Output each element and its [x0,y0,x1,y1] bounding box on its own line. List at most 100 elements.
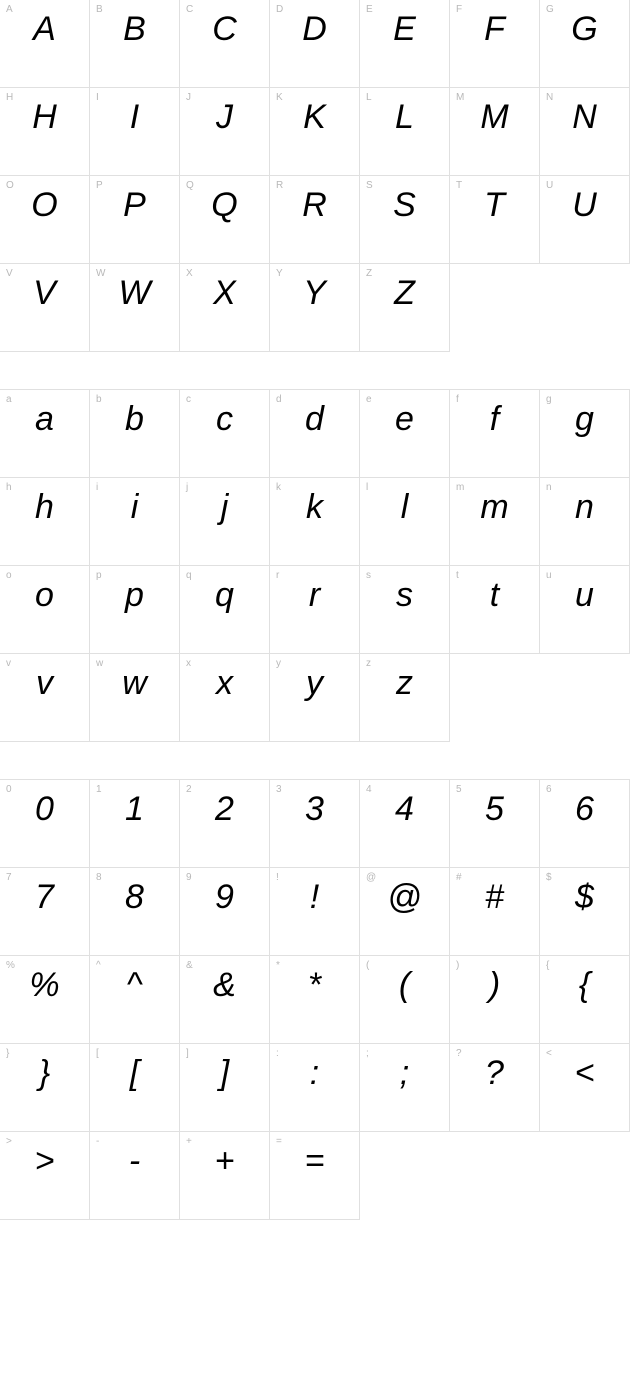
glyph-char: z [360,662,449,704]
glyph-char: H [0,96,89,138]
glyph-cell: YY [269,263,360,352]
glyph-char: Y [270,272,359,314]
glyph-cell: gg [539,389,630,478]
glyph-cell: HH [0,87,90,176]
glyph-char: h [0,486,89,528]
glyph-cell: RR [269,175,360,264]
glyph-cell: XX [179,263,270,352]
glyph-cell: 88 [89,867,180,956]
glyph-char: N [540,96,629,138]
glyph-char: 6 [540,788,629,830]
glyph-char: E [360,8,449,50]
glyph-char: f [450,398,539,440]
glyph-cell: kk [269,477,360,566]
glyph-cell: 66 [539,779,630,868]
glyph-char: * [270,964,359,1006]
glyph-cell: %% [0,955,90,1044]
glyph-cell: $$ [539,867,630,956]
glyph-char: J [180,96,269,138]
glyph-char: u [540,574,629,616]
glyph-cell: << [539,1043,630,1132]
glyph-cell: ss [359,565,450,654]
glyph-cell: aa [0,389,90,478]
glyph-char: 0 [0,788,89,830]
glyph-cell: )) [449,955,540,1044]
glyph-cell: mm [449,477,540,566]
glyph-cell: 44 [359,779,450,868]
glyph-cell: ++ [179,1131,270,1220]
glyph-grid: AABBCCDDEEFFGGHHIIJJKKLLMMNNOOPPQQRRSSTT… [0,0,640,352]
glyph-cell: ee [359,389,450,478]
glyph-char: q [180,574,269,616]
glyph-char: S [360,184,449,226]
glyph-char: y [270,662,359,704]
glyph-char: = [270,1140,359,1182]
glyph-cell: ii [89,477,180,566]
glyph-char: ; [360,1052,449,1094]
glyph-cell: NN [539,87,630,176]
glyph-cell: II [89,87,180,176]
glyph-cell: cc [179,389,270,478]
glyph-cell: pp [89,565,180,654]
glyph-char: 5 [450,788,539,830]
glyph-char: s [360,574,449,616]
glyph-char: + [180,1140,269,1182]
glyph-char: ^ [90,964,179,1006]
glyph-char: P [90,184,179,226]
glyph-char: A [0,8,89,50]
glyph-char: g [540,398,629,440]
glyph-char: & [180,964,269,1006]
glyph-char: 7 [0,876,89,918]
glyph-cell: LL [359,87,450,176]
glyph-char: > [0,1140,89,1182]
glyph-char: @ [360,876,449,918]
glyph-cell: 00 [0,779,90,868]
glyph-char: - [90,1140,179,1182]
glyph-char: v [0,662,89,704]
glyph-char: L [360,96,449,138]
glyph-cell: KK [269,87,360,176]
glyph-char: i [90,486,179,528]
glyph-cell: FF [449,0,540,88]
glyph-char: $ [540,876,629,918]
glyph-cell: uu [539,565,630,654]
section-uppercase: AABBCCDDEEFFGGHHIIJJKKLLMMNNOOPPQQRRSSTT… [0,0,640,352]
glyph-cell: ]] [179,1043,270,1132]
glyph-char: G [540,8,629,50]
glyph-cell: EE [359,0,450,88]
glyph-cell: ?? [449,1043,540,1132]
glyph-char: Z [360,272,449,314]
glyph-grid: 00112233445566778899!!@@##$$%%^^&&**(())… [0,780,640,1220]
glyph-cell: CC [179,0,270,88]
glyph-cell: ## [449,867,540,956]
glyph-char: n [540,486,629,528]
glyph-char: # [450,876,539,918]
glyph-char: D [270,8,359,50]
glyph-cell: JJ [179,87,270,176]
glyph-cell: == [269,1131,360,1220]
glyph-cell: vv [0,653,90,742]
section-lowercase: aabbccddeeffgghhiijjkkllmmnnooppqqrrsstt… [0,390,640,742]
glyph-cell: nn [539,477,630,566]
glyph-cell: zz [359,653,450,742]
glyph-char: V [0,272,89,314]
glyph-cell: ff [449,389,540,478]
glyph-cell: ^^ [89,955,180,1044]
glyph-cell: xx [179,653,270,742]
glyph-cell: (( [359,955,450,1044]
glyph-cell: 22 [179,779,270,868]
glyph-cell: -- [89,1131,180,1220]
glyph-cell: OO [0,175,90,264]
glyph-cell: tt [449,565,540,654]
glyph-cell: @@ [359,867,450,956]
glyph-cell: bb [89,389,180,478]
glyph-char: B [90,8,179,50]
glyph-cell: oo [0,565,90,654]
glyph-char: 2 [180,788,269,830]
glyph-char: { [540,964,629,1006]
glyph-char: : [270,1052,359,1094]
glyph-cell: rr [269,565,360,654]
glyph-cell: {{ [539,955,630,1044]
glyph-char: t [450,574,539,616]
glyph-cell: QQ [179,175,270,264]
